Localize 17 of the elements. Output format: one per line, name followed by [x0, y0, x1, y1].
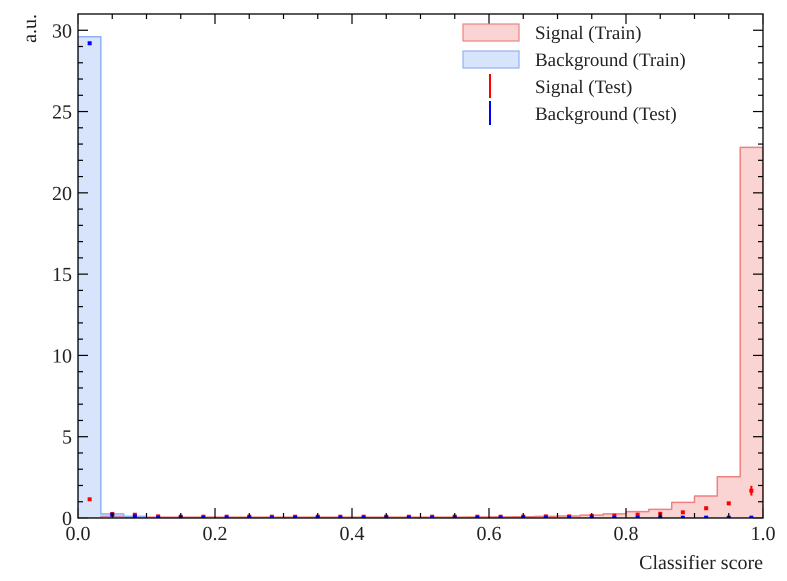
legend-label: Signal (Test) — [535, 77, 632, 98]
x-axis-title: Classifier score — [639, 552, 764, 574]
x-tick-label: 0.6 — [476, 523, 502, 545]
x-tick-label: 0.4 — [340, 523, 364, 545]
y-tick-label: 15 — [52, 264, 72, 286]
y-tick-label: 20 — [52, 182, 72, 205]
y-tick-label: 30 — [52, 20, 72, 42]
legend-label: Signal (Train) — [535, 23, 642, 44]
y-tick-label: 5 — [62, 426, 72, 449]
legend-label: Background (Test) — [535, 104, 677, 125]
x-tick-label: 0.8 — [614, 523, 638, 545]
y-tick-label: 10 — [52, 345, 72, 368]
legend-label: Background (Train) — [535, 50, 686, 71]
x-tick-label: 0.2 — [202, 523, 228, 545]
y-tick-label: 25 — [52, 102, 72, 124]
y-axis-title: a.u. — [19, 14, 41, 43]
x-tick-label: 1.0 — [750, 523, 776, 545]
